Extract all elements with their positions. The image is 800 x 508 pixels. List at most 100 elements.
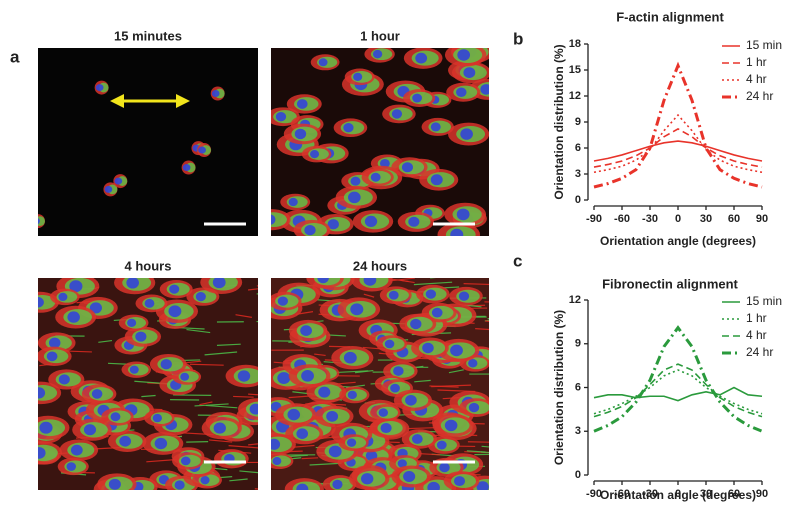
image-title: 15 minutes — [114, 28, 182, 43]
chart-title: F-actin alignment — [616, 9, 724, 24]
nucleus — [180, 456, 191, 466]
y-axis-label: Orientation distribution (%) — [552, 44, 566, 199]
x-tick-label: -60 — [614, 488, 630, 500]
series-line — [593, 61, 763, 189]
nucleus — [129, 365, 139, 374]
nucleus — [70, 444, 83, 456]
nucleus — [38, 387, 46, 399]
fiber — [448, 369, 464, 374]
direction-arrow — [110, 94, 190, 108]
nucleus — [431, 307, 443, 318]
nucleus — [318, 58, 328, 67]
x-tick-label: -30 — [642, 488, 658, 500]
nucleus — [439, 462, 450, 473]
y-tick-label: 3 — [575, 168, 581, 180]
fiber — [204, 351, 238, 356]
fiber — [141, 394, 156, 398]
fiber — [208, 439, 233, 443]
fiber — [400, 279, 415, 284]
nucleus — [200, 476, 210, 485]
nucleus — [372, 49, 383, 59]
nucleus — [361, 473, 374, 485]
texture — [271, 278, 489, 490]
series-line — [593, 363, 763, 418]
nucleus — [378, 408, 388, 417]
nucleus — [326, 410, 339, 422]
legend-label: 4 hr — [746, 72, 767, 86]
nucleus — [317, 278, 329, 284]
y-tick-label: 0 — [575, 469, 581, 481]
image-title: 4 hours — [125, 258, 172, 273]
nucleus — [370, 172, 381, 182]
nucleus — [48, 337, 61, 349]
nucleus — [412, 93, 422, 103]
nucleus — [348, 191, 361, 204]
nucleus — [296, 483, 309, 490]
y-tick-label: 12 — [569, 90, 581, 102]
series-line — [593, 140, 763, 162]
y-tick-label: 6 — [575, 142, 581, 154]
fiber — [233, 395, 254, 398]
nucleus — [182, 164, 191, 172]
nucleus — [463, 67, 476, 78]
fiber — [247, 288, 258, 291]
nucleus — [444, 419, 458, 432]
nucleus — [415, 52, 428, 64]
fiber — [486, 406, 489, 408]
fiber — [186, 328, 211, 334]
nucleus — [328, 445, 342, 458]
nucleus — [450, 344, 463, 357]
micrograph — [38, 48, 258, 236]
fiber — [288, 454, 308, 458]
nucleus — [108, 478, 121, 490]
nucleus — [454, 476, 465, 487]
panel-label: c — [513, 251, 522, 270]
nucleus — [126, 278, 139, 289]
nucleus — [114, 177, 123, 185]
nucleus — [277, 296, 288, 306]
nucleus — [237, 370, 251, 382]
nucleus — [347, 390, 357, 400]
nucleus — [104, 185, 113, 193]
fiber — [309, 462, 342, 466]
nucleus — [384, 339, 395, 349]
nucleus — [460, 128, 473, 140]
nucleus — [110, 412, 121, 422]
nucleus — [39, 421, 53, 434]
nucleus — [346, 438, 357, 447]
nucleus — [410, 318, 422, 330]
nucleus — [66, 462, 77, 471]
x-tick-label: 60 — [728, 488, 740, 500]
nucleus — [436, 440, 447, 450]
legend-label: 15 min — [746, 38, 782, 52]
nucleus — [294, 128, 307, 140]
nucleus — [287, 408, 301, 421]
x-tick-label: 0 — [675, 213, 681, 225]
fiber — [337, 370, 369, 374]
nucleus — [380, 423, 392, 434]
nucleus — [38, 297, 44, 308]
chart-title: Fibronectin alignment — [602, 276, 738, 291]
nucleus — [300, 325, 312, 336]
nucleus — [457, 49, 471, 61]
fiber — [301, 457, 319, 460]
fiber — [228, 445, 258, 449]
nucleus — [38, 218, 40, 225]
fiber — [431, 384, 471, 388]
nucleus — [211, 89, 220, 97]
panel-label: b — [513, 29, 523, 48]
nucleus — [456, 208, 470, 221]
nucleus — [363, 278, 377, 286]
fiber — [314, 353, 326, 357]
nucleus — [343, 123, 354, 133]
nucleus — [411, 434, 423, 444]
nucleus — [135, 331, 147, 342]
nucleus — [310, 150, 320, 159]
nucleus — [425, 289, 436, 299]
fiber — [413, 281, 453, 286]
nucleus — [271, 438, 281, 450]
nucleus — [180, 372, 190, 381]
fiber — [463, 283, 489, 286]
nucleus — [296, 428, 309, 439]
nucleus — [195, 292, 206, 302]
